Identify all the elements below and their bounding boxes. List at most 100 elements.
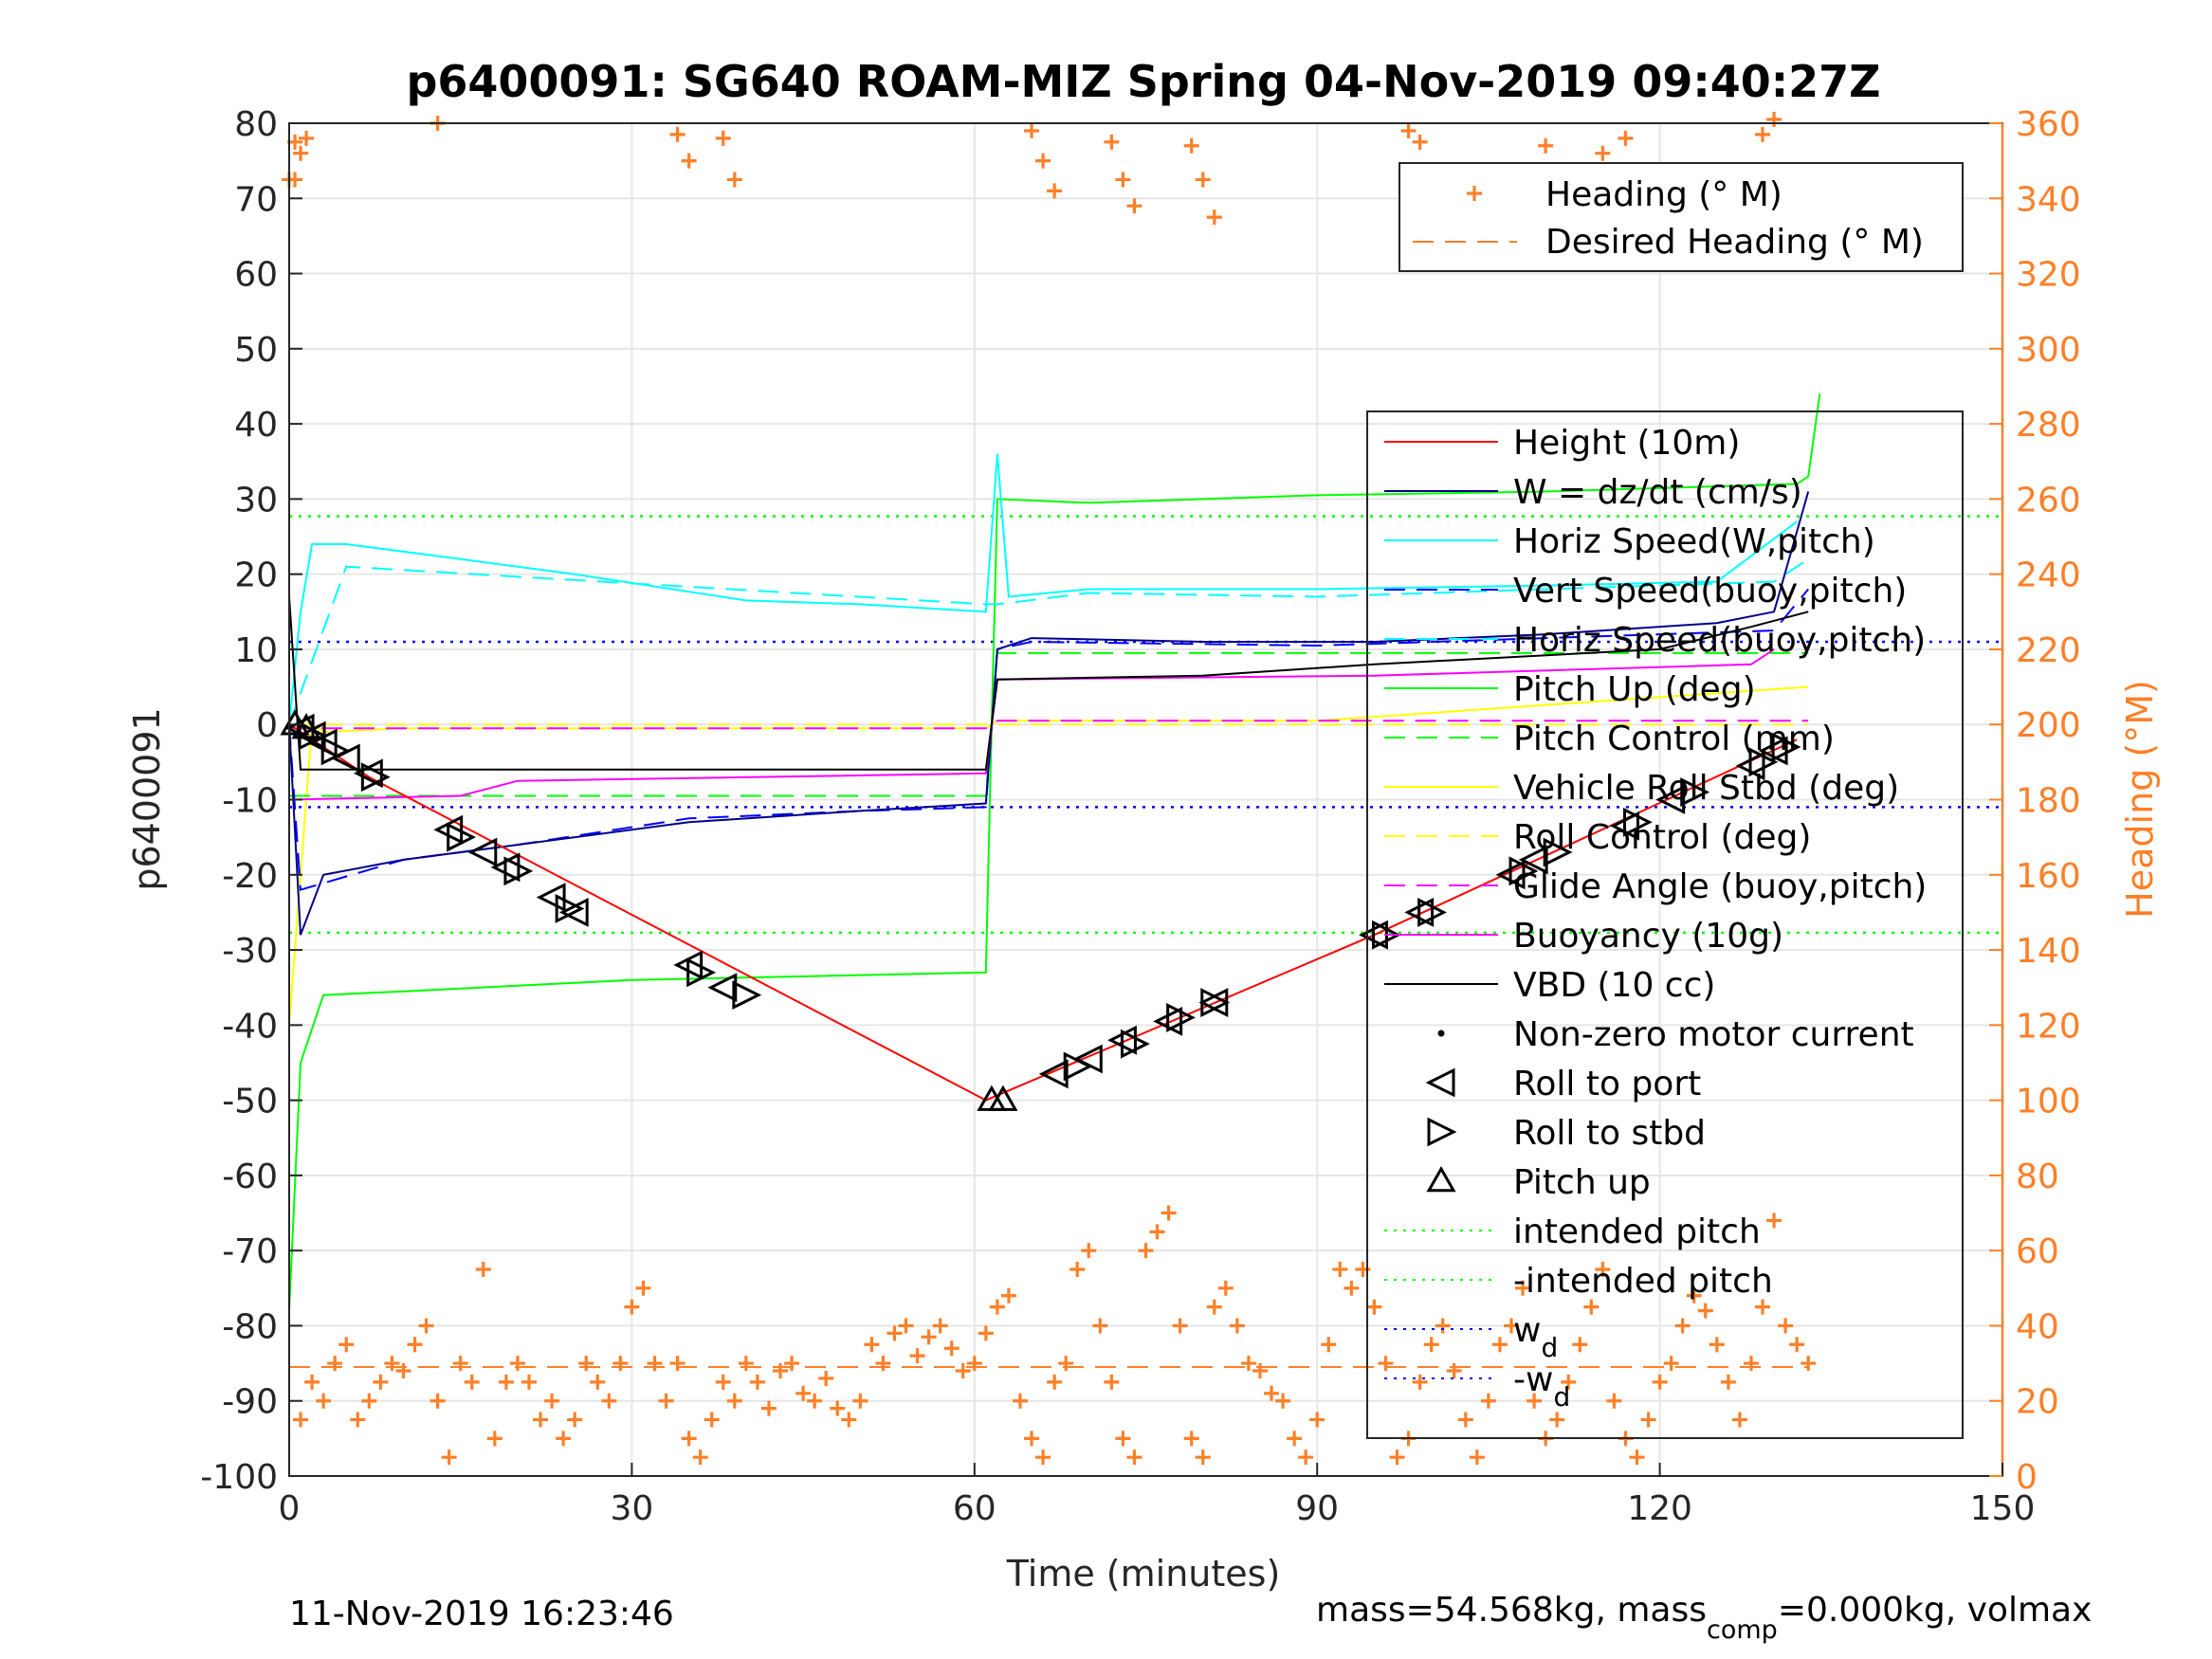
roll-to-port-marker	[1038, 1059, 1069, 1089]
roll-to-port-marker	[1655, 785, 1686, 814]
mass-footer-suffix: =0.000kg, volmax	[1778, 1591, 2093, 1630]
heading-point	[1491, 1337, 1508, 1353]
heading-point	[669, 126, 686, 142]
roll-to-stbd-marker	[320, 736, 351, 766]
heading-point	[1743, 1356, 1759, 1372]
heading-point	[1595, 145, 1611, 161]
heading-point	[1069, 1261, 1086, 1277]
legend-swatch-marker	[1425, 1067, 1455, 1098]
roll-to-stbd-marker	[1120, 1029, 1150, 1059]
legend-subscript: d	[1553, 1381, 1570, 1413]
heading-point	[1789, 1337, 1805, 1353]
y2-tick-label: 260	[2016, 481, 2081, 520]
legend-entry: Vert Speed(buoy,pitch)	[1513, 572, 1907, 611]
heading-point	[624, 1299, 640, 1315]
y2-tick-label: 340	[2016, 180, 2081, 219]
legend-entry: Horiz Speed(buoy,pitch)	[1513, 621, 1926, 660]
legend-swatch-motor-dot	[1437, 1030, 1445, 1037]
y2-axis-label: Heading (°M)	[2119, 680, 2161, 919]
heading-point	[1423, 1337, 1439, 1353]
heading-point	[509, 1356, 525, 1372]
heading-point	[1572, 1337, 1588, 1353]
heading-point	[1183, 1431, 1199, 1447]
heading-point	[304, 1374, 320, 1390]
legend-swatch-marker	[1427, 1117, 1457, 1147]
heading-point	[498, 1374, 514, 1390]
roll-to-stbd-marker	[1371, 920, 1401, 950]
y2-tick-label: 360	[2016, 105, 2081, 144]
x-tick-label: 30	[610, 1489, 653, 1528]
heading-point	[921, 1329, 937, 1345]
heading-point	[1309, 1412, 1325, 1428]
heading-point	[1697, 1303, 1713, 1319]
heading-point	[841, 1412, 857, 1428]
y-tick-label: -80	[222, 1307, 278, 1346]
y2-tick-label: 60	[2016, 1232, 2059, 1271]
y-tick-label: 20	[234, 556, 278, 595]
heading-point	[1287, 1431, 1303, 1447]
heading-point	[327, 1356, 343, 1372]
y-tick-label: 30	[234, 481, 278, 520]
heading-point	[1640, 1412, 1656, 1428]
heading-point	[544, 1393, 560, 1409]
heading-point	[1446, 1363, 1462, 1379]
heading-point	[704, 1412, 720, 1428]
y-axis-label: p6400091	[126, 707, 168, 890]
heading-point	[1104, 1374, 1120, 1390]
y2-tick-label: 120	[2016, 1007, 2081, 1046]
heading-point	[795, 1385, 812, 1401]
heading-point	[1264, 1385, 1280, 1401]
legend-entry: VBD (10 cc)	[1513, 966, 1715, 1005]
heading-point	[1206, 210, 1222, 226]
heading-point	[773, 1363, 789, 1379]
heading-point	[1778, 1318, 1794, 1334]
roll-to-port-marker	[707, 973, 738, 1003]
y2-tick-label: 180	[2016, 782, 2081, 821]
heading-point	[1469, 1449, 1485, 1466]
heading-point	[1240, 1356, 1256, 1372]
y-tick-label: -10	[222, 782, 278, 821]
heading-point	[299, 130, 315, 146]
heading-point	[1709, 1337, 1725, 1353]
y2-tick-label: 320	[2016, 256, 2081, 295]
heading-point	[887, 1325, 903, 1341]
event-markers	[280, 709, 1801, 1111]
heading-point	[669, 1356, 686, 1372]
heading-point	[1606, 1393, 1622, 1409]
heading-point	[1229, 1318, 1245, 1334]
y-tick-label: -90	[222, 1383, 278, 1422]
heading-point	[452, 1356, 468, 1372]
heading-point	[475, 1261, 491, 1277]
heading-legend-box	[1398, 162, 1964, 272]
heading-point	[1035, 153, 1051, 169]
legend-entry: intended pitch	[1513, 1212, 1761, 1251]
y-tick-label: -70	[222, 1232, 278, 1271]
roll-to-port-marker	[536, 883, 566, 912]
series-horiz-speed-buoy-pitch	[288, 557, 1809, 725]
heading-point	[681, 1431, 697, 1447]
roll-to-port-marker	[467, 837, 498, 867]
legend-entry: W = dz/dt (cm/s)	[1513, 473, 1802, 512]
heading-point	[1126, 198, 1143, 214]
series-vbd-10-cc	[288, 596, 1809, 771]
x-tick-label: 60	[953, 1489, 996, 1528]
heading-point	[1435, 1318, 1451, 1334]
heading-point	[1126, 1449, 1143, 1466]
roll-to-stbd-marker	[1166, 1002, 1196, 1032]
heading-point	[373, 1374, 389, 1390]
heading-point	[1389, 1449, 1405, 1466]
heading-point	[1720, 1374, 1736, 1390]
heading-point	[590, 1374, 606, 1390]
heading-point	[909, 1348, 925, 1364]
heading-point	[1515, 1280, 1531, 1296]
heading-point	[1000, 1287, 1016, 1304]
legend-entry: Pitch Control (mm)	[1513, 720, 1835, 758]
legend-swatch-marker	[1426, 1165, 1456, 1193]
series-horiz-speed-w-pitch	[288, 453, 1798, 725]
heading-point	[1480, 1393, 1496, 1409]
y-tick-label: 10	[234, 631, 278, 670]
x-axis-label: Time (minutes)	[1006, 1553, 1281, 1595]
heading-point	[1549, 1412, 1565, 1428]
heading-point	[978, 1325, 994, 1341]
legend-entry: Roll to port	[1513, 1065, 1701, 1103]
